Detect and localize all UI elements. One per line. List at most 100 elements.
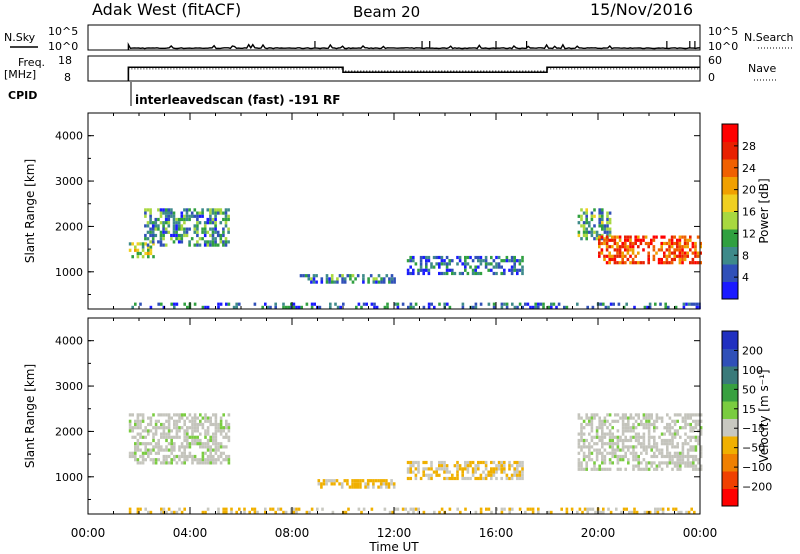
- velocity-cell: [474, 510, 478, 514]
- velocity-cell: [673, 461, 677, 465]
- velocity-cell: [471, 473, 475, 477]
- velocity-cell: [131, 413, 134, 417]
- velocity-cell: [427, 473, 431, 477]
- velocity-cell: [629, 451, 633, 455]
- velocity-cell: [178, 445, 181, 449]
- velocity-cell: [167, 507, 171, 511]
- velocity-cell: [601, 438, 604, 443]
- power-cell: [211, 217, 215, 222]
- power-cell: [380, 277, 383, 281]
- velocity-cell: [235, 510, 238, 514]
- velocity-cell: [686, 461, 690, 465]
- power-cell: [639, 241, 643, 246]
- velocity-cell: [196, 438, 199, 443]
- velocity-cell: [671, 442, 674, 446]
- power-cell: [214, 224, 217, 228]
- power-cell: [396, 305, 400, 309]
- velocity-cell: [606, 467, 609, 471]
- power-cell: [576, 302, 579, 306]
- power-colorbar-swatch-2: [722, 246, 738, 265]
- power-cell: [375, 305, 379, 309]
- power-cell: [427, 302, 431, 306]
- velocity-cell: [692, 413, 695, 417]
- velocity-cell: [134, 419, 137, 423]
- power-cell: [497, 255, 501, 260]
- power-cell: [458, 271, 462, 276]
- velocity-colorbar-tick-label-7: 200: [742, 344, 763, 357]
- velocity-cell: [435, 467, 438, 471]
- velocity-cell: [188, 413, 192, 417]
- velocity-cell: [372, 479, 375, 483]
- velocity-cell: [383, 507, 387, 511]
- velocity-cell: [139, 419, 142, 423]
- velocity-cell: [178, 435, 181, 439]
- power-cell: [603, 230, 607, 234]
- power-cell: [419, 268, 423, 272]
- power-cell: [419, 259, 423, 263]
- velocity-cell: [595, 458, 599, 462]
- power-cell: [162, 224, 165, 228]
- velocity-cell: [681, 426, 685, 430]
- power-cell: [683, 254, 687, 258]
- power-cell: [461, 305, 465, 309]
- power-cell: [175, 227, 178, 231]
- velocity-cell: [162, 435, 166, 439]
- velocity-cell: [322, 479, 326, 483]
- power-cell: [390, 274, 394, 278]
- velocity-cell: [157, 419, 160, 423]
- velocity-cell: [248, 510, 251, 514]
- velocity-cell: [603, 442, 607, 446]
- velocity-cell: [593, 467, 596, 471]
- power-cell: [451, 271, 454, 276]
- power-cell: [582, 211, 586, 215]
- power-cell: [144, 214, 147, 218]
- power-cell: [644, 241, 648, 246]
- velocity-cell: [456, 464, 459, 468]
- velocity-cell: [387, 485, 391, 489]
- power-cell: [216, 233, 220, 238]
- velocity-cell: [471, 470, 475, 474]
- velocity-cell: [136, 426, 140, 430]
- velocity-cell: [152, 413, 155, 417]
- velocity-cell: [379, 479, 383, 483]
- velocity-cell: [458, 467, 462, 471]
- velocity-cell: [676, 461, 679, 465]
- power-cell: [154, 217, 158, 222]
- velocity-cell: [580, 426, 583, 430]
- velocity-x-ticks: [87, 318, 701, 514]
- velocity-cell: [647, 461, 651, 465]
- power-cell: [665, 257, 669, 262]
- power-cell: [149, 211, 152, 215]
- velocity-cell: [642, 467, 646, 471]
- power-cell: [157, 227, 160, 231]
- power-cell: [211, 237, 215, 241]
- power-cell: [334, 302, 337, 306]
- velocity-cell: [694, 458, 698, 462]
- velocity-cell: [440, 460, 444, 465]
- power-cell: [466, 271, 470, 276]
- velocity-cell: [601, 426, 604, 430]
- power-cell: [131, 255, 134, 259]
- power-cell: [585, 237, 588, 241]
- power-cell: [196, 214, 199, 218]
- velocity-cell: [632, 416, 635, 420]
- velocity-cell: [225, 454, 228, 459]
- velocity-cell: [214, 451, 218, 455]
- power-cell: [203, 233, 207, 238]
- velocity-cell: [183, 438, 186, 443]
- velocity-cell: [547, 510, 550, 514]
- power-cell: [629, 254, 632, 258]
- velocity-cell: [160, 435, 163, 439]
- velocity-cell: [694, 448, 698, 452]
- power-cell: [605, 261, 609, 265]
- power-colorbar-label: Power [dB]: [757, 178, 771, 243]
- velocity-cell: [513, 470, 516, 474]
- power-cell: [430, 262, 433, 266]
- power-cell: [302, 274, 305, 278]
- velocity-cell: [668, 426, 672, 430]
- velocity-cell: [167, 429, 171, 433]
- velocity-cell: [585, 422, 588, 427]
- power-cell: [598, 208, 601, 212]
- power-cell: [162, 233, 165, 238]
